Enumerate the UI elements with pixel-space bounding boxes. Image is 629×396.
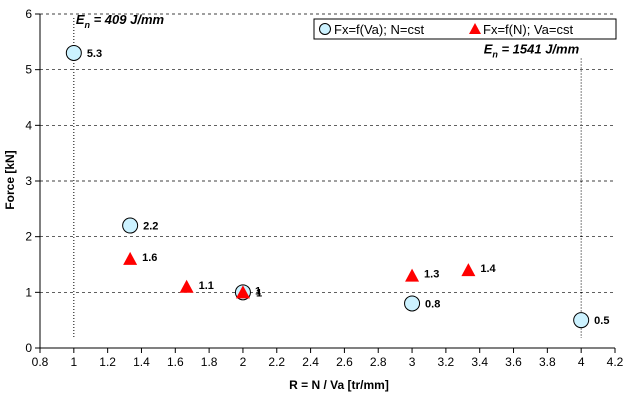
legend-series-2: Fx=f(N); Va=cst bbox=[483, 22, 573, 37]
x-tick-label: 2.8 bbox=[370, 355, 387, 369]
y-axis-title: Force [kN] bbox=[3, 150, 17, 209]
triangle-point-label: 1 bbox=[255, 285, 261, 297]
y-tick-label: 4 bbox=[25, 118, 32, 132]
annotation-labels: En = 409 J/mm En = 1541 J/mm bbox=[76, 12, 580, 60]
triangle-point-label: 1.4 bbox=[480, 263, 496, 275]
triangle-point-label: 1.6 bbox=[142, 252, 157, 264]
circle-point-label: 1 bbox=[256, 287, 262, 299]
x-tick-label: 1.4 bbox=[133, 355, 150, 369]
x-tick-label: 3.2 bbox=[438, 355, 455, 369]
x-tick-label: 3.4 bbox=[471, 355, 488, 369]
y-tick-label: 0 bbox=[25, 341, 32, 355]
x-tick-label: 1.6 bbox=[167, 355, 184, 369]
circle-point bbox=[404, 295, 421, 312]
circle-point-label: 5.3 bbox=[87, 48, 102, 60]
x-tick-label: 2 bbox=[240, 355, 247, 369]
triangle-point bbox=[235, 285, 250, 299]
triangle-point bbox=[123, 251, 138, 265]
y-tick-label: 3 bbox=[25, 174, 32, 188]
data-points bbox=[65, 44, 590, 329]
circle-point bbox=[573, 312, 590, 329]
tick-labels: 0 1 2 3 4 5 6 0.8 1 1.2 1.4 1.6 1.8 2 2.2 2.4 2.6 2.8 3 3.2… bbox=[25, 7, 623, 369]
annotation-lines bbox=[73, 18, 582, 338]
triangle-point bbox=[405, 268, 420, 282]
x-tick-label: 2.4 bbox=[302, 355, 319, 369]
annotation-label: En = 1541 J/mm bbox=[484, 42, 580, 60]
legend: Fx=f(Va); N=cst Fx=f(N); Va=cst bbox=[313, 18, 617, 40]
axes bbox=[35, 13, 616, 353]
x-tick-label: 1.8 bbox=[201, 355, 218, 369]
annotation-label: En = 409 J/mm bbox=[76, 12, 165, 30]
x-tick-label: 3 bbox=[409, 355, 416, 369]
legend-triangle-marker bbox=[469, 23, 481, 34]
x-tick-label: 1 bbox=[70, 355, 77, 369]
x-tick-label: 3.8 bbox=[539, 355, 556, 369]
data-labels: 5.32.210.80.51.61.1 11.3 1.4 bbox=[87, 48, 610, 327]
x-tick-label: 1.2 bbox=[99, 355, 116, 369]
legend-series-1: Fx=f(Va); N=cst bbox=[334, 22, 424, 37]
triangle-point-label: 1.1 bbox=[199, 280, 214, 292]
x-axis-title: R = N / Va [tr/mm] bbox=[289, 378, 389, 392]
circle-point bbox=[65, 44, 82, 61]
circle-point bbox=[122, 217, 139, 234]
triangle-point bbox=[179, 279, 194, 293]
y-tick-label: 5 bbox=[25, 63, 32, 77]
triangle-point bbox=[461, 263, 476, 277]
legend-circle-marker bbox=[319, 23, 331, 35]
x-tick-label: 4 bbox=[578, 355, 585, 369]
x-tick-label: 0.8 bbox=[32, 355, 49, 369]
y-tick-label: 6 bbox=[25, 7, 32, 21]
triangle-point-label: 1.3 bbox=[424, 269, 439, 281]
legend-box bbox=[313, 18, 617, 40]
x-tick-label: 4.2 bbox=[607, 355, 624, 369]
y-tick-label: 1 bbox=[25, 285, 32, 299]
x-tick-label: 2.2 bbox=[268, 355, 285, 369]
circle-point-label: 2.2 bbox=[143, 221, 158, 233]
x-tick-label: 3.6 bbox=[505, 355, 522, 369]
circle-point-label: 0.8 bbox=[425, 298, 440, 310]
y-tick-label: 2 bbox=[25, 230, 32, 244]
circle-point-label: 0.5 bbox=[594, 315, 609, 327]
x-tick-label: 2.6 bbox=[336, 355, 353, 369]
